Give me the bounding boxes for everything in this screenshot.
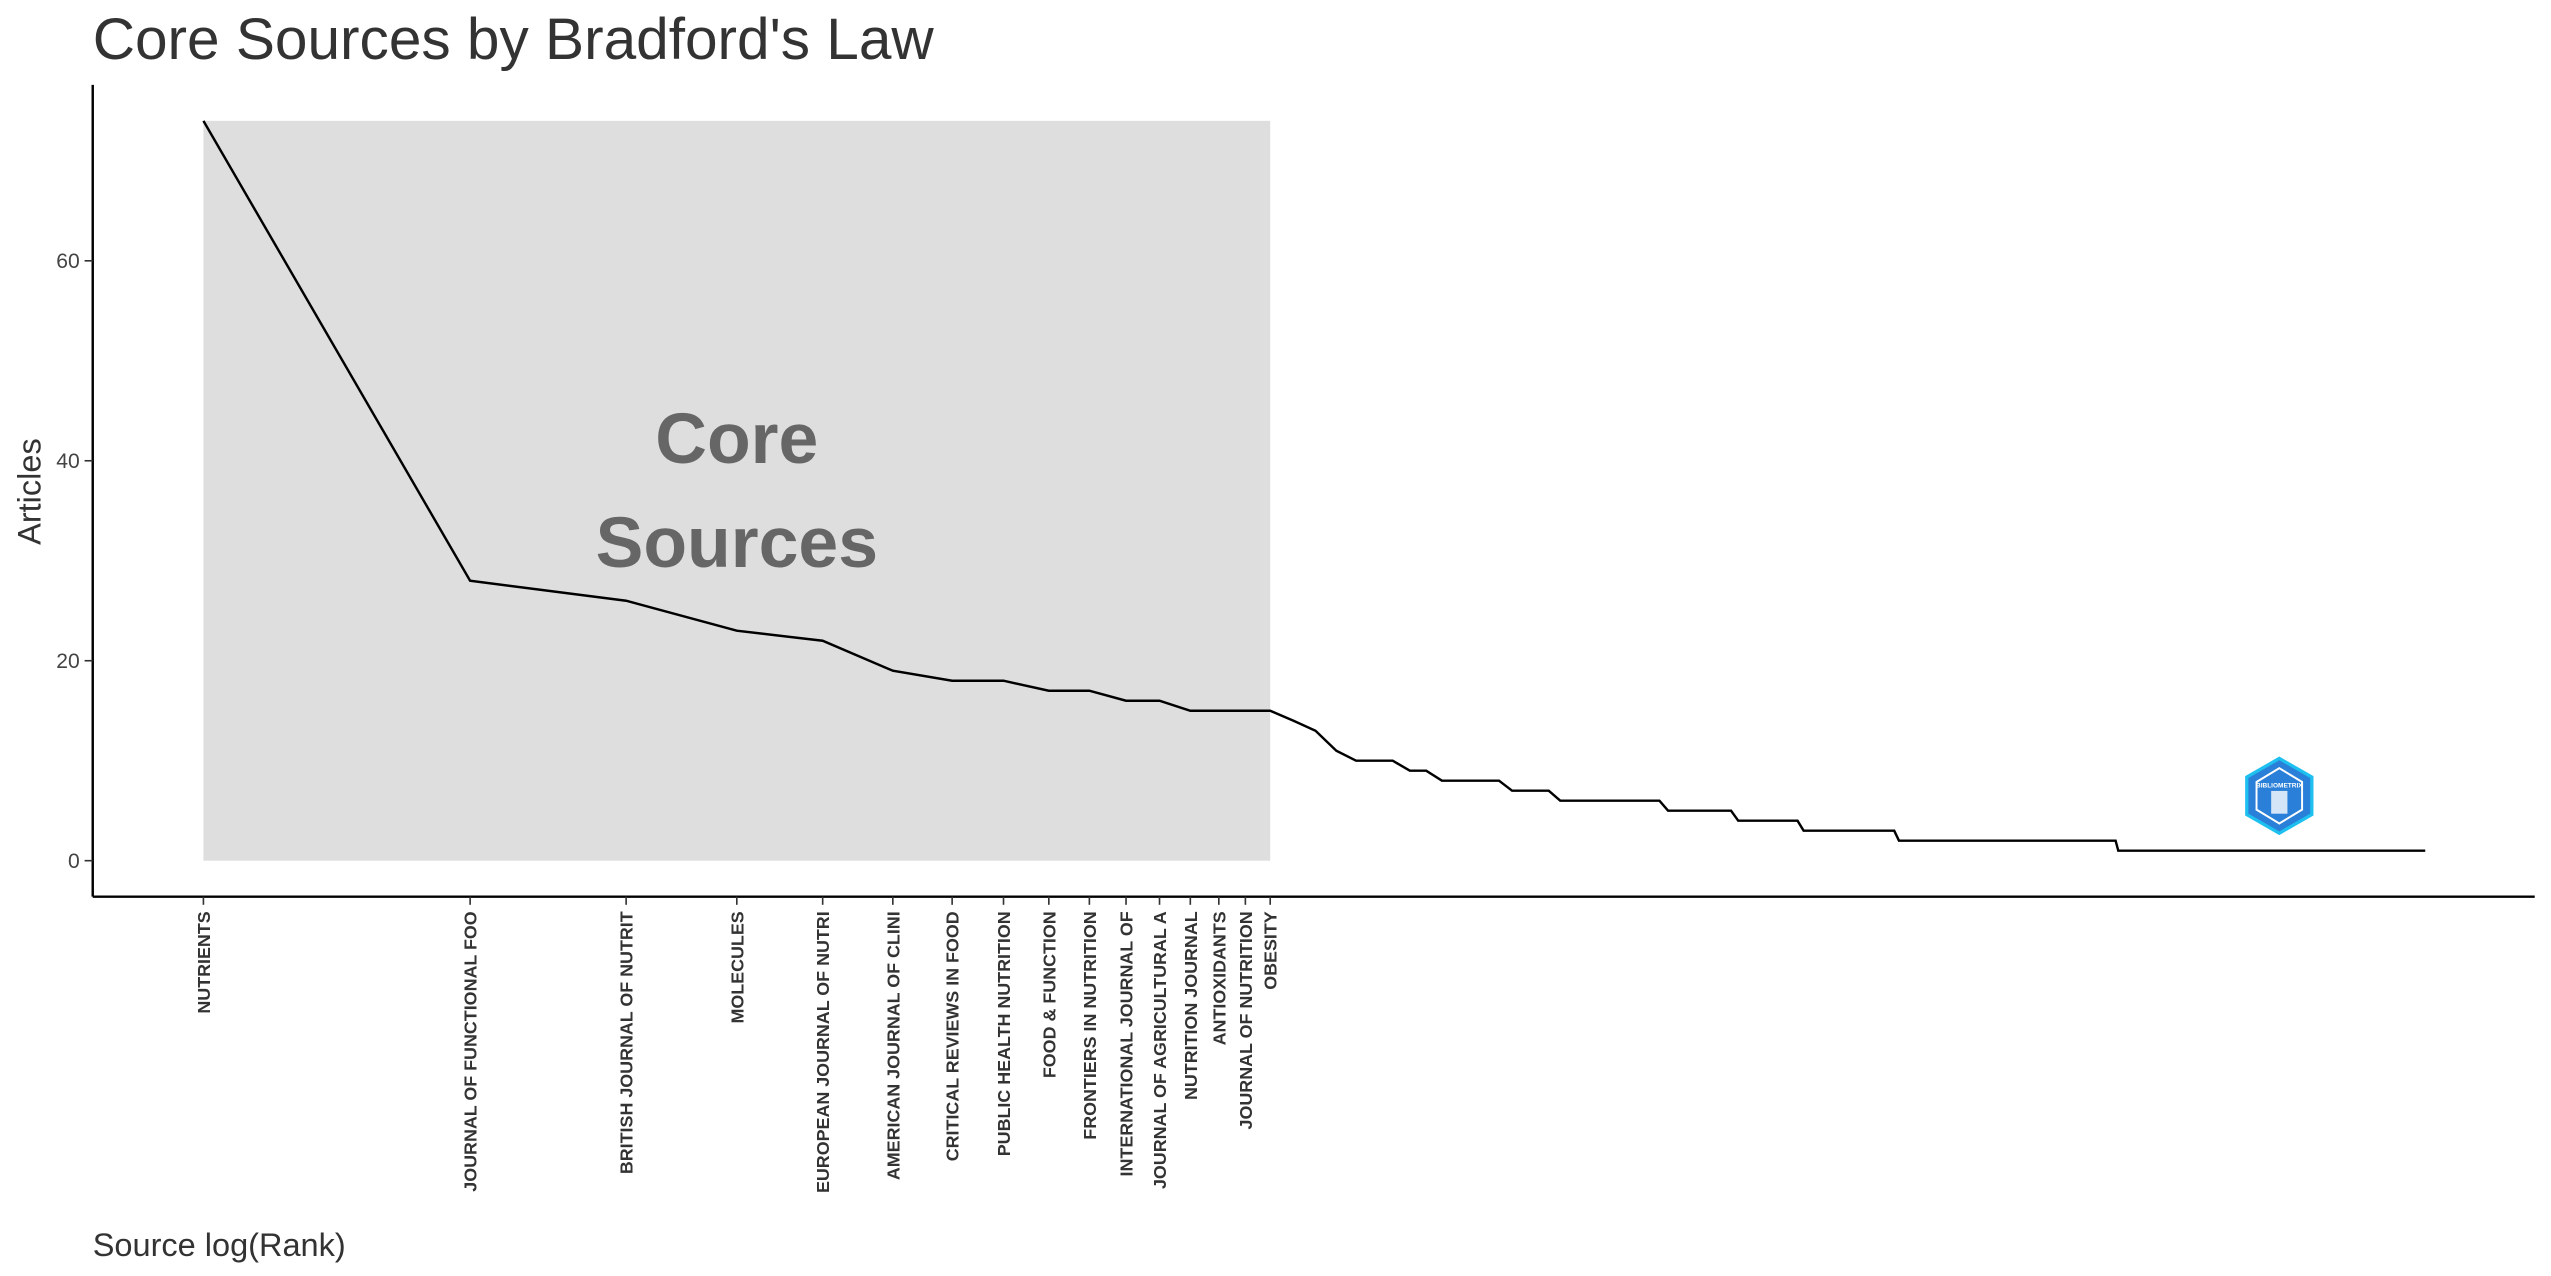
y-tick-label: 60 [56, 250, 80, 273]
x-tick-label: OBESITY [1261, 911, 1281, 990]
x-tick-label: JOURNAL OF AGRICULTURAL A [1150, 911, 1170, 1189]
logo-building [2271, 790, 2288, 814]
y-tick-label: 0 [68, 850, 80, 873]
x-tick-label: FOOD & FUNCTION [1039, 911, 1059, 1078]
annotation: Sources [596, 503, 878, 583]
x-tick-label: EUROPEAN JOURNAL OF NUTRI [813, 911, 833, 1193]
x-tick-label: FRONTIERS IN NUTRITION [1080, 911, 1100, 1139]
x-tick-label: BRITISH JOURNAL OF NUTRIT [617, 911, 637, 1174]
data-line [202, 120, 2426, 852]
x-tick-label: AMERICAN JOURNAL OF CLINI [883, 911, 903, 1180]
logo-text: BIBLIOMETRIX [2256, 783, 2303, 790]
x-tick-label: NUTRIENTS [194, 911, 214, 1013]
y-tick-label: 20 [56, 650, 80, 673]
core-region [203, 120, 1271, 861]
x-tick-label: ANTIOXIDANTS [1209, 911, 1229, 1045]
x-tick-label: JOURNAL OF FUNCTIONAL FOO [461, 911, 481, 1191]
logo: BIBLIOMETRIX [2245, 756, 2314, 836]
x-axis-label: Source log(Rank) [93, 1227, 346, 1263]
x-tick-label: MOLECULES [727, 911, 747, 1023]
x-tick-label: NUTRITION JOURNAL [1181, 911, 1201, 1100]
annotation: Core [655, 399, 818, 479]
x-tick-label: INTERNATIONAL JOURNAL OF [1117, 911, 1137, 1176]
logo-inner [2255, 767, 2304, 825]
chart-title: Core Sources by Bradford's Law [93, 7, 935, 72]
x-tick-label: PUBLIC HEALTH NUTRITION [994, 911, 1014, 1156]
y-axis-label: Articles [12, 438, 48, 545]
x-tick-label: CRITICAL REVIEWS IN FOOD [943, 911, 963, 1161]
y-tick-label: 40 [56, 450, 80, 473]
x-tick-label: JOURNAL OF NUTRITION [1236, 911, 1256, 1129]
